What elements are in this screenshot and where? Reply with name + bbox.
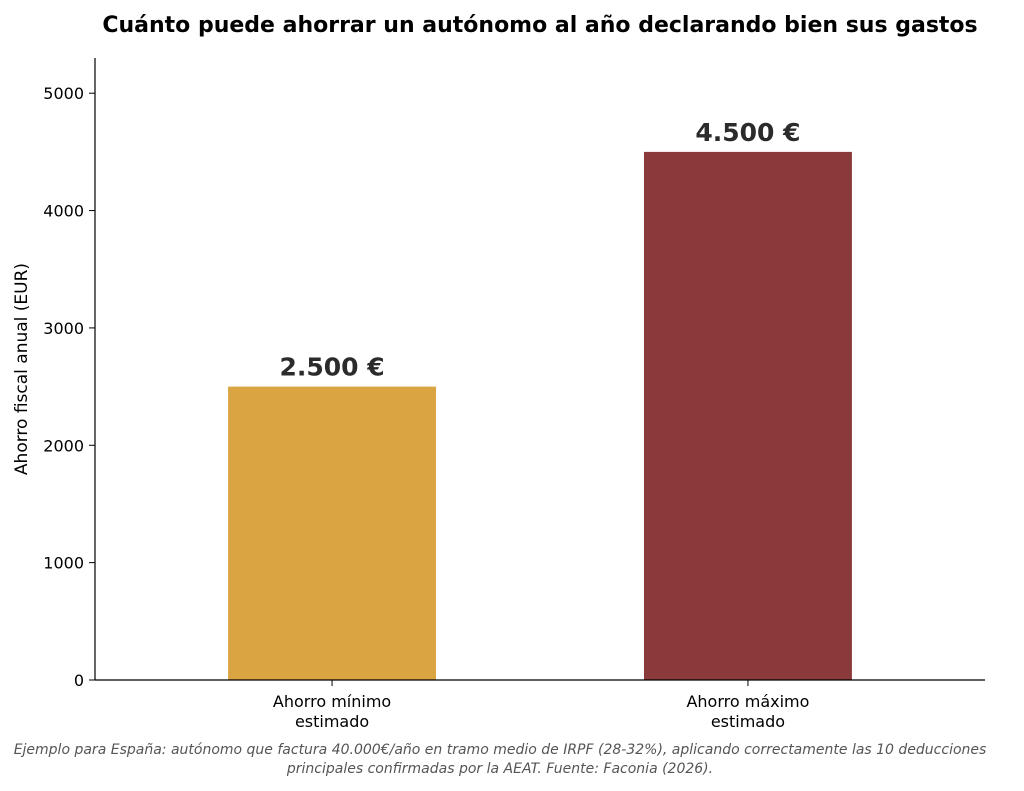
y-tick-label: 4000 (43, 202, 84, 221)
y-tick-label: 5000 (43, 84, 84, 103)
bar-2 (643, 151, 852, 681)
bar-1 (228, 386, 437, 680)
bar-value-label-2: 4.500 € (695, 118, 800, 147)
y-axis-label: Ahorro fiscal anual (EUR) (12, 263, 32, 475)
x-tick-label: Ahorro mínimo estimado (273, 692, 391, 731)
x-tick-label: Ahorro máximo estimado (686, 692, 809, 731)
chart-footnote: Ejemplo para España: autónomo que factur… (13, 742, 987, 777)
chart-title: Cuánto puede ahorrar un autónomo al año … (102, 13, 977, 38)
y-tick-label: 1000 (43, 554, 84, 573)
y-tick-label: 2000 (43, 436, 84, 455)
plot-area: 2.500 € 4.500 € 0 1000 2000 3000 4000 5000 Ahorr… (43, 58, 985, 731)
bar-value-label-1: 2.500 € (279, 353, 384, 382)
y-tick-label: 0 (74, 671, 84, 690)
y-tick-label: 3000 (43, 319, 84, 338)
